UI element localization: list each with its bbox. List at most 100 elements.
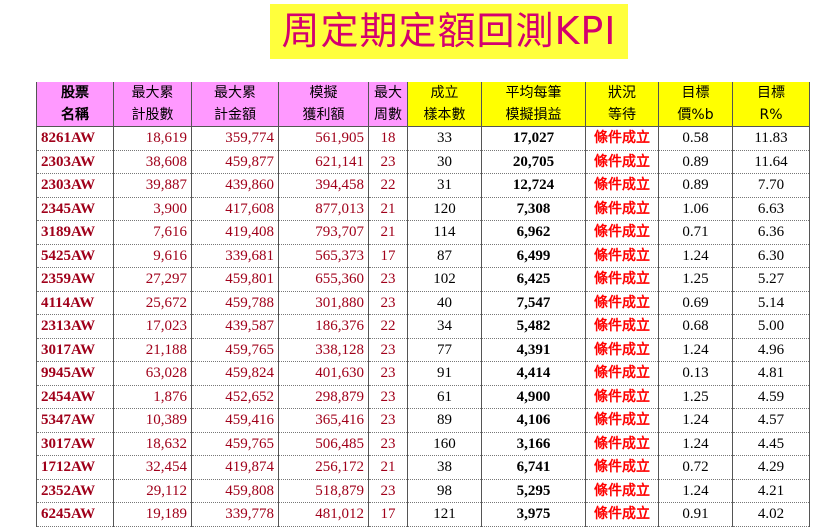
cell-target-b: 0.69: [658, 291, 733, 315]
cell-avg-sim-pnl: 20,705: [481, 150, 586, 174]
cell-avg-sim-pnl: 3,166: [481, 432, 586, 456]
page-title: 周定期定額回測KPI: [270, 4, 628, 59]
cell-target-b: 1.24: [658, 408, 733, 433]
cell-max-amount: 439,860: [191, 173, 279, 198]
cell-status: 條件成立: [585, 479, 659, 503]
cell-sim-profit: 506,485: [278, 432, 369, 456]
cell-target-r: 6.36: [732, 220, 810, 245]
cell-max-weeks: 23: [368, 267, 408, 292]
cell-avg-sim-pnl: 4,414: [481, 361, 586, 386]
cell-status: 條件成立: [585, 291, 659, 315]
cell-target-b: 1.06: [658, 197, 733, 221]
cell-stock-name: 2359AW: [36, 267, 114, 292]
table-row: 5425AW 9,616 339,681 565,373 17 87 6,499 條件成立 1.…: [36, 244, 810, 268]
header-max-weeks: 周數: [368, 104, 408, 127]
cell-max-shares: 63,028: [113, 361, 192, 386]
cell-max-weeks: 22: [368, 173, 408, 198]
header-max-amount: 最大累: [191, 82, 279, 104]
cell-max-shares: 38,608: [113, 150, 192, 174]
cell-sample-count: 120: [407, 197, 482, 221]
cell-stock-name: 2345AW: [36, 197, 114, 221]
cell-sample-count: 89: [407, 408, 482, 433]
cell-stock-name: 9945AW: [36, 361, 114, 386]
table-row: 4114AW 25,672 459,788 301,880 23 40 7,547 條件成立 0…: [36, 291, 810, 315]
cell-target-b: 1.24: [658, 432, 733, 456]
cell-stock-name: 2454AW: [36, 385, 114, 409]
cell-sim-profit: 298,879: [278, 385, 369, 409]
cell-sample-count: 30: [407, 150, 482, 174]
table-row: 8261AW 18,619 359,774 561,905 18 33 17,027 條件成立…: [36, 126, 810, 151]
cell-max-weeks: 22: [368, 314, 408, 339]
table-row: 1712AW 32,454 419,874 256,172 21 38 6,741 條件成立 0…: [36, 455, 810, 480]
cell-sim-profit: 877,013: [278, 197, 369, 221]
header-row: 名稱 計股數 計金額 獲利額 周數 樣本數 模擬損益 等待 價%b R%: [36, 104, 810, 127]
header-sim-profit: 獲利額: [278, 104, 369, 127]
cell-target-r: 6.63: [732, 197, 810, 221]
cell-stock-name: 8261AW: [36, 126, 114, 151]
cell-max-shares: 10,389: [113, 408, 192, 433]
header-stock-name: 名稱: [36, 104, 114, 127]
cell-target-r: 4.96: [732, 338, 810, 362]
cell-max-shares: 1,876: [113, 385, 192, 409]
cell-sample-count: 33: [407, 126, 482, 151]
header-status: 狀況: [585, 82, 659, 104]
header-stock-name: 股票: [36, 82, 114, 104]
cell-sample-count: 40: [407, 291, 482, 315]
header-max-amount: 計金額: [191, 104, 279, 127]
cell-sim-profit: 338,128: [278, 338, 369, 362]
cell-stock-name: 4114AW: [36, 291, 114, 315]
cell-avg-sim-pnl: 12,724: [481, 173, 586, 198]
table-row: 3017AW 21,188 459,765 338,128 23 77 4,391 條件成立 1…: [36, 338, 810, 362]
table-row: 5347AW 10,389 459,416 365,416 23 89 4,106 條件成立 1…: [36, 408, 810, 433]
cell-avg-sim-pnl: 6,499: [481, 244, 586, 268]
table-row: 6245AW 19,189 339,778 481,012 17 121 3,975 條件成立…: [36, 502, 810, 527]
cell-max-shares: 3,900: [113, 197, 192, 221]
cell-max-shares: 7,616: [113, 220, 192, 245]
cell-max-amount: 359,774: [191, 126, 279, 151]
cell-target-b: 1.24: [658, 479, 733, 503]
cell-max-amount: 459,801: [191, 267, 279, 292]
header-sample-count: 樣本數: [407, 104, 482, 127]
cell-max-weeks: 23: [368, 479, 408, 503]
cell-status: 條件成立: [585, 361, 659, 386]
cell-sim-profit: 655,360: [278, 267, 369, 292]
cell-sim-profit: 481,012: [278, 502, 369, 527]
cell-sample-count: 38: [407, 455, 482, 480]
cell-target-r: 5.14: [732, 291, 810, 315]
cell-avg-sim-pnl: 17,027: [481, 126, 586, 151]
cell-max-shares: 25,672: [113, 291, 192, 315]
cell-sample-count: 87: [407, 244, 482, 268]
cell-target-b: 0.91: [658, 502, 733, 527]
cell-sample-count: 31: [407, 173, 482, 198]
cell-max-amount: 459,824: [191, 361, 279, 386]
cell-sample-count: 61: [407, 385, 482, 409]
cell-status: 條件成立: [585, 267, 659, 292]
cell-sim-profit: 301,880: [278, 291, 369, 315]
cell-max-amount: 459,416: [191, 408, 279, 433]
cell-avg-sim-pnl: 4,900: [481, 385, 586, 409]
cell-status: 條件成立: [585, 244, 659, 268]
header-sim-profit: 模擬: [278, 82, 369, 104]
cell-max-amount: 459,877: [191, 150, 279, 174]
cell-status: 條件成立: [585, 455, 659, 480]
cell-max-weeks: 23: [368, 432, 408, 456]
cell-sample-count: 34: [407, 314, 482, 339]
table-row: 2454AW 1,876 452,652 298,879 23 61 4,900 條件成立 1.…: [36, 385, 810, 409]
cell-sim-profit: 793,707: [278, 220, 369, 245]
cell-target-r: 5.27: [732, 267, 810, 292]
cell-target-r: 4.81: [732, 361, 810, 386]
cell-target-b: 0.72: [658, 455, 733, 480]
cell-stock-name: 2313AW: [36, 314, 114, 339]
cell-max-shares: 32,454: [113, 455, 192, 480]
cell-max-amount: 419,408: [191, 220, 279, 245]
cell-target-r: 4.57: [732, 408, 810, 433]
cell-stock-name: 2303AW: [36, 173, 114, 198]
table-row: 2345AW 3,900 417,608 877,013 21 120 7,308 條件成立 1…: [36, 197, 810, 221]
cell-target-r: 5.00: [732, 314, 810, 339]
cell-max-amount: 419,874: [191, 455, 279, 480]
cell-stock-name: 2352AW: [36, 479, 114, 503]
header-status: 等待: [585, 104, 659, 127]
cell-sample-count: 160: [407, 432, 482, 456]
cell-sim-profit: 518,879: [278, 479, 369, 503]
cell-avg-sim-pnl: 6,962: [481, 220, 586, 245]
